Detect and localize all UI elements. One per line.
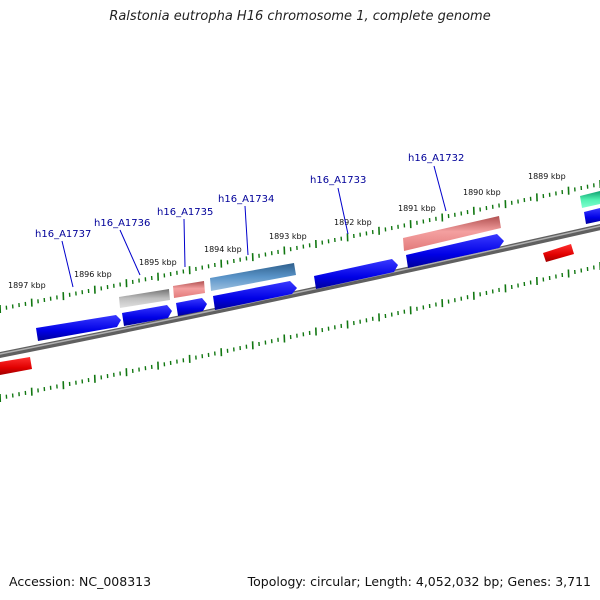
- cds-arrow-7[interactable]: [584, 208, 600, 224]
- gene-label-h16-a1735[interactable]: h16_A1735: [157, 207, 213, 218]
- genome-summary: Topology: circular; Length: 4,052,032 bp…: [247, 574, 591, 589]
- map-title: Ralstonia eutropha H16 chromosome 1, com…: [109, 9, 491, 24]
- gene-label-leaders: [61, 165, 447, 288]
- kbp-label: 1890 kbp: [463, 188, 501, 197]
- kbp-label: 1893 kbp: [269, 232, 307, 241]
- backbone: [0, 224, 600, 359]
- inner-tick-track: [0, 262, 600, 403]
- outer-tick-track: [0, 180, 600, 314]
- kbp-label: 1897 kbp: [8, 281, 46, 290]
- feature-steel[interactable]: [210, 263, 296, 291]
- feature-pink-large[interactable]: [403, 216, 501, 251]
- gene-label-h16-a1737[interactable]: h16_A1737: [35, 229, 91, 240]
- kbp-label: 1889 kbp: [528, 172, 566, 181]
- gene-label-h16-a1733[interactable]: h16_A1733: [310, 175, 366, 186]
- upper-features: [119, 191, 600, 308]
- kbp-label: 1892 kbp: [334, 218, 372, 227]
- kbp-label: 1891 kbp: [398, 204, 436, 213]
- cds-arrow-6[interactable]: [406, 234, 504, 268]
- kbp-labels: 1897 kbp 1896 kbp 1895 kbp 1894 kbp 1893…: [8, 172, 566, 290]
- feature-grey[interactable]: [119, 289, 170, 308]
- kbp-label: 1896 kbp: [74, 270, 112, 279]
- cds-arrow-1[interactable]: [36, 315, 121, 341]
- feature-teal[interactable]: [580, 191, 600, 208]
- accession-label: Accession: NC_008313: [9, 574, 152, 589]
- feature-red-right[interactable]: [543, 244, 574, 262]
- cds-features: [0, 208, 600, 375]
- feature-red-left[interactable]: [0, 357, 32, 375]
- gene-label-h16-a1734[interactable]: h16_A1734: [218, 194, 274, 205]
- gene-labels: h16_A1737 h16_A1736 h16_A1735 h16_A1734 …: [35, 153, 464, 240]
- kbp-label: 1895 kbp: [139, 258, 177, 267]
- kbp-label: 1894 kbp: [204, 245, 242, 254]
- gene-label-h16-a1736[interactable]: h16_A1736: [94, 218, 150, 229]
- cds-arrow-3[interactable]: [176, 298, 207, 316]
- cds-arrow-4[interactable]: [213, 281, 297, 310]
- cds-arrow-2[interactable]: [122, 305, 172, 326]
- gene-label-h16-a1732[interactable]: h16_A1732: [408, 153, 464, 164]
- cds-arrow-5[interactable]: [314, 259, 398, 289]
- feature-pink[interactable]: [173, 281, 205, 298]
